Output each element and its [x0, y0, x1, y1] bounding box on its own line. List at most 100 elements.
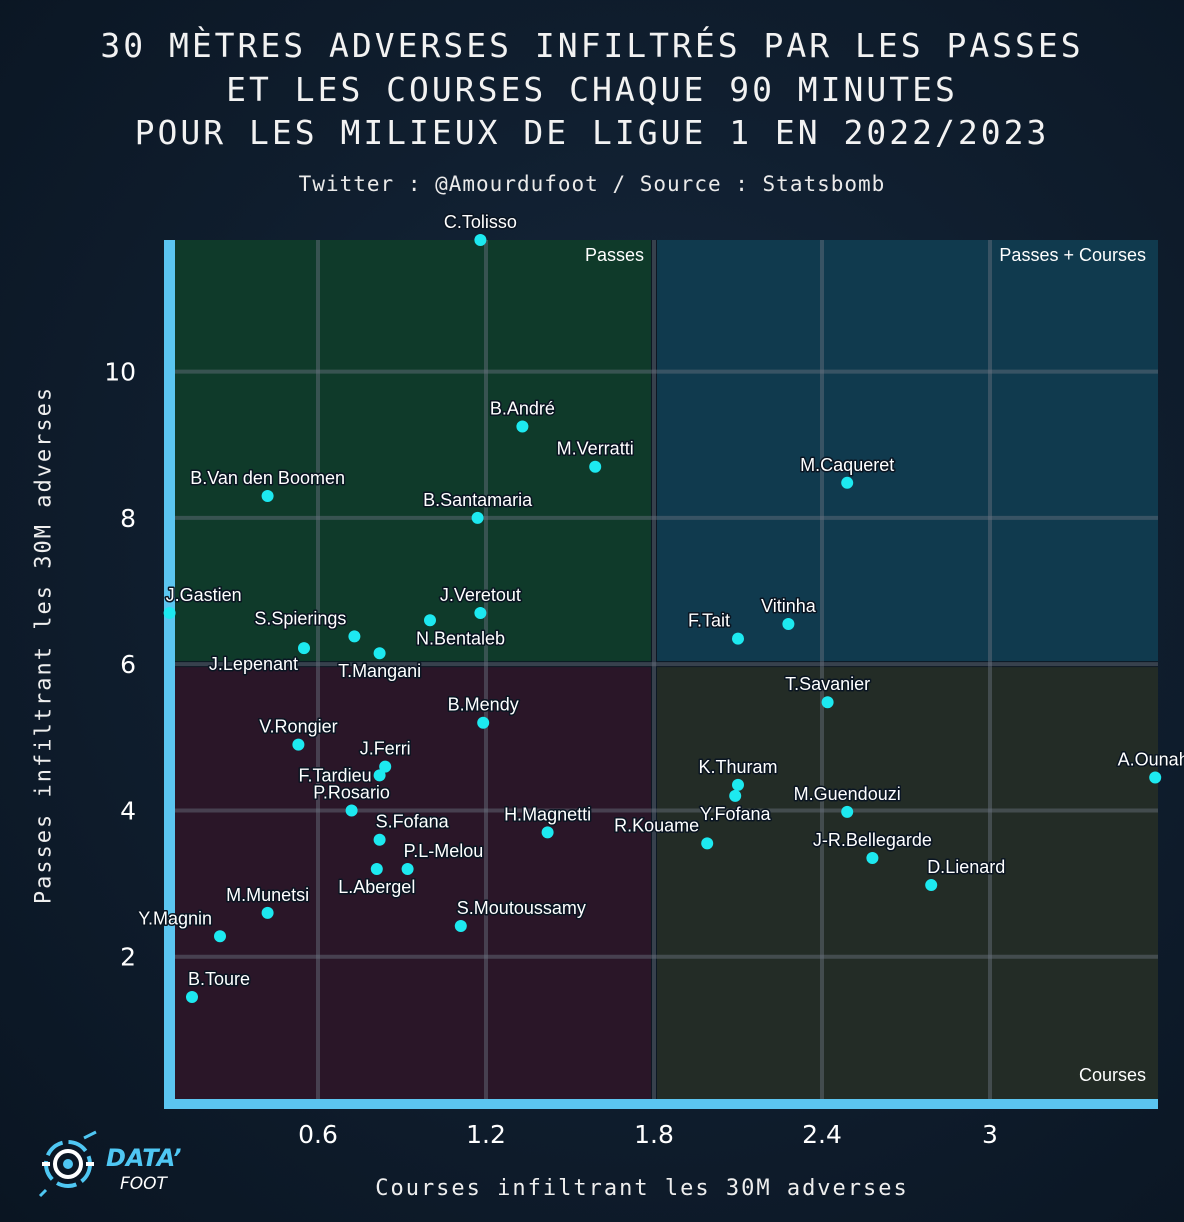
quadrant-label-passes-courses: Passes + Courses [999, 245, 1146, 265]
point-label: B.Toure [188, 969, 250, 989]
point-label: J.Veretout [440, 585, 521, 605]
point-label: M.Munetsi [226, 885, 309, 905]
data-point [298, 642, 310, 655]
data-point [261, 489, 274, 502]
data-point [401, 862, 414, 875]
chart-title-line-1: 30 MÈTRES ADVERSES INFILTRÉS PAR LES PAS… [100, 26, 1084, 65]
x-tick-label: 3 [982, 1120, 998, 1149]
point-label: T.Savanier [785, 674, 870, 694]
point-label: F.Tait [688, 611, 730, 631]
quadrant-passes [164, 240, 654, 665]
point-label: B.André [490, 398, 555, 418]
chart-title-line-3: POUR LES MILIEUX DE LIGUE 1 EN 2022/2023 [134, 113, 1050, 152]
point-label: H.Magnetti [504, 804, 591, 824]
data-point [729, 789, 742, 802]
data-point [345, 804, 358, 817]
y-tick-label: 6 [120, 650, 136, 679]
data-point [163, 606, 176, 619]
data-point [471, 511, 484, 524]
point-label: M.Guendouzi [794, 784, 901, 804]
point-label: P.Rosario [313, 782, 390, 802]
point-label: S.Spierings [254, 608, 346, 628]
x-axis-title: Courses infiltrant les 30M adverses [375, 1176, 909, 1201]
target-logo-icon [38, 1130, 97, 1198]
point-label: L.Abergel [338, 877, 415, 897]
data-point [477, 716, 490, 729]
chart-title-line-2: ET LES COURSES CHAQUE 90 MINUTES [226, 70, 958, 109]
data-point [516, 420, 529, 433]
x-tick-label: 1.2 [466, 1120, 506, 1149]
x-axis-spine [164, 1099, 1158, 1109]
data-point [866, 851, 879, 864]
point-label: B.Santamaria [423, 490, 533, 510]
data-foot-logo: DATA’ FOOT [36, 1130, 206, 1200]
point-label: P.L-Melou [404, 841, 484, 861]
point-label: T.Mangani [338, 661, 421, 681]
point-label: Vitinha [761, 596, 817, 616]
y-tick-label: 2 [120, 943, 136, 972]
point-label: Y.Magnin [138, 908, 212, 928]
data-point [186, 990, 198, 1003]
data-point [925, 879, 938, 892]
data-point [373, 647, 386, 660]
chart-subtitle: Twitter : @Amourdufoot / Source : Statsb… [298, 172, 886, 196]
x-tick-label: 0.6 [298, 1120, 338, 1149]
data-point [541, 826, 554, 839]
data-point [821, 696, 834, 709]
y-axis-spine [164, 240, 175, 1105]
point-label: F.Tardieu [299, 765, 372, 785]
data-point [373, 833, 386, 846]
point-label: Y.Fofana [700, 804, 772, 824]
data-point [454, 920, 467, 933]
data-point [348, 630, 361, 643]
quadrant-passes-courses [654, 240, 1158, 665]
logo-text-data: DATA’ [106, 1144, 182, 1172]
point-label: M.Caqueret [800, 455, 894, 475]
logo-text-foot: FOOT [120, 1174, 167, 1194]
y-tick-label: 4 [120, 796, 136, 825]
data-point [261, 906, 274, 919]
point-label: M.Verratti [557, 439, 634, 459]
data-point [701, 837, 714, 850]
data-point [373, 769, 386, 782]
point-label: J.Lepenant [209, 654, 298, 674]
point-label: C.Tolisso [444, 212, 517, 232]
point-label: R.Kouame [614, 815, 699, 835]
quadrant-low [164, 664, 654, 1103]
point-label: B.Van den Boomen [190, 468, 345, 488]
x-tick-label: 2.4 [802, 1120, 842, 1149]
data-point [732, 632, 744, 645]
data-point [379, 760, 392, 773]
data-point [292, 738, 305, 751]
point-label: K.Thuram [698, 757, 777, 777]
quadrant-courses [654, 664, 1158, 1103]
point-label: N.Bentaleb [416, 628, 505, 648]
data-point [474, 606, 487, 619]
point-label: D.Lienard [927, 857, 1005, 877]
data-point [474, 234, 487, 246]
y-axis-title: Passes infiltrant les 30M adverses [31, 385, 57, 905]
data-point [424, 614, 436, 627]
data-point [370, 862, 383, 875]
y-tick-label: 8 [120, 504, 136, 533]
point-label: J-R.Bellegarde [813, 830, 932, 850]
quadrant-label-passes: Passes [585, 245, 644, 265]
y-tick-label: 10 [104, 358, 136, 387]
point-label: A.Ounahi [1118, 750, 1184, 770]
data-point [589, 460, 602, 473]
point-label: S.Moutoussamy [457, 898, 586, 918]
data-point [841, 805, 854, 818]
point-label: S.Fofana [376, 812, 450, 832]
data-point [1149, 771, 1162, 784]
x-tick-label: 1.8 [634, 1120, 674, 1149]
point-label: V.Rongier [259, 717, 337, 737]
data-point [214, 930, 226, 943]
point-label: B.Mendy [448, 695, 519, 715]
data-point [732, 778, 744, 791]
quadrant-label-courses: Courses [1079, 1065, 1146, 1085]
data-point [782, 617, 795, 630]
point-label: J.Gastien [166, 585, 242, 605]
data-point [841, 476, 854, 489]
point-label: J.Ferri [360, 739, 411, 759]
